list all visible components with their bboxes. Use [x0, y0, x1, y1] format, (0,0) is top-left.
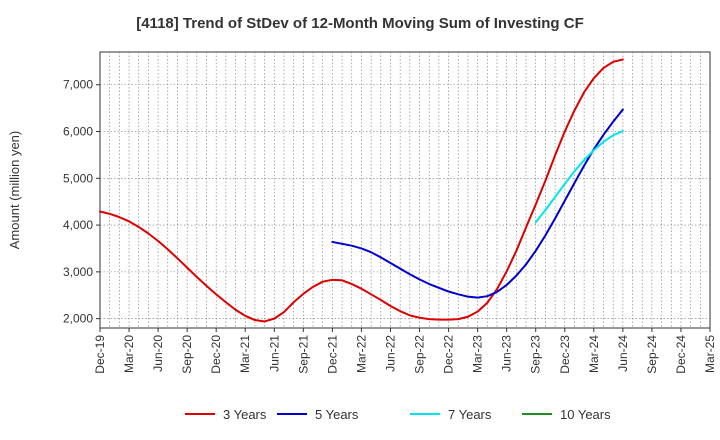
y-tick-label: 7,000: [63, 78, 93, 92]
x-tick-label: Dec-23: [558, 335, 572, 374]
x-tick-label: Jun-22: [383, 335, 397, 372]
series-layer: [99, 58, 624, 323]
series-line-7-years: [534, 130, 624, 224]
x-tick-label: Mar-22: [354, 335, 368, 373]
x-tick-label: Jun-20: [151, 335, 165, 372]
x-tick-label: Jun-24: [616, 335, 630, 372]
x-tick-label: Dec-21: [325, 335, 339, 374]
x-tick-label: Mar-21: [238, 335, 252, 373]
series-line-5-years: [331, 108, 624, 299]
x-tick-label: Mar-23: [471, 335, 485, 373]
x-tick-label: Sep-22: [413, 335, 427, 374]
y-tick-label: 3,000: [63, 265, 93, 279]
legend-label: 10 Years: [560, 407, 611, 422]
x-axis: Dec-19 Mar-20 Jun-20 Sep-20 Dec-20 Mar-21 Jun-…: [93, 328, 717, 374]
y-axis: 2,000 3,000 4,000 5,000 6,000 7,000: [63, 78, 100, 326]
x-tick-label: Mar-24: [587, 335, 601, 373]
y-tick-label: 2,000: [63, 312, 93, 326]
legend-item-3-years: 3 Years: [185, 407, 267, 422]
plot-area: [99, 51, 711, 329]
series-line-3-years: [99, 58, 624, 323]
y-tick-label: 5,000: [63, 171, 93, 185]
x-tick-label: Sep-20: [180, 335, 194, 374]
y-tick-label: 6,000: [63, 125, 93, 139]
legend-item-10-years: 10 Years: [522, 407, 611, 422]
legend-item-7-years: 7 Years: [410, 407, 492, 422]
grid-layer: [100, 52, 710, 328]
x-tick-label: Jun-23: [500, 335, 514, 372]
legend-label: 7 Years: [448, 407, 492, 422]
chart-title: [4118] Trend of StDev of 12-Month Moving…: [136, 15, 584, 32]
x-tick-label: Sep-23: [529, 335, 543, 374]
x-tick-label: Dec-22: [442, 335, 456, 374]
x-tick-label: Sep-24: [645, 335, 659, 374]
x-tick-label: Sep-21: [296, 335, 310, 374]
legend-label: 3 Years: [223, 407, 267, 422]
legend: 3 Years 5 Years 7 Years 10 Years: [185, 407, 611, 422]
y-axis-label: Amount (million yen): [7, 131, 22, 250]
x-tick-label: Dec-20: [209, 335, 223, 374]
x-tick-label: Jun-21: [267, 335, 281, 372]
y-tick-label: 4,000: [63, 218, 93, 232]
x-tick-label: Dec-24: [674, 335, 688, 374]
x-tick-label: Dec-19: [93, 335, 107, 374]
x-tick-label: Mar-20: [122, 335, 136, 373]
legend-label: 5 Years: [315, 407, 359, 422]
legend-item-5-years: 5 Years: [277, 407, 359, 422]
x-tick-label: Mar-25: [703, 335, 717, 373]
